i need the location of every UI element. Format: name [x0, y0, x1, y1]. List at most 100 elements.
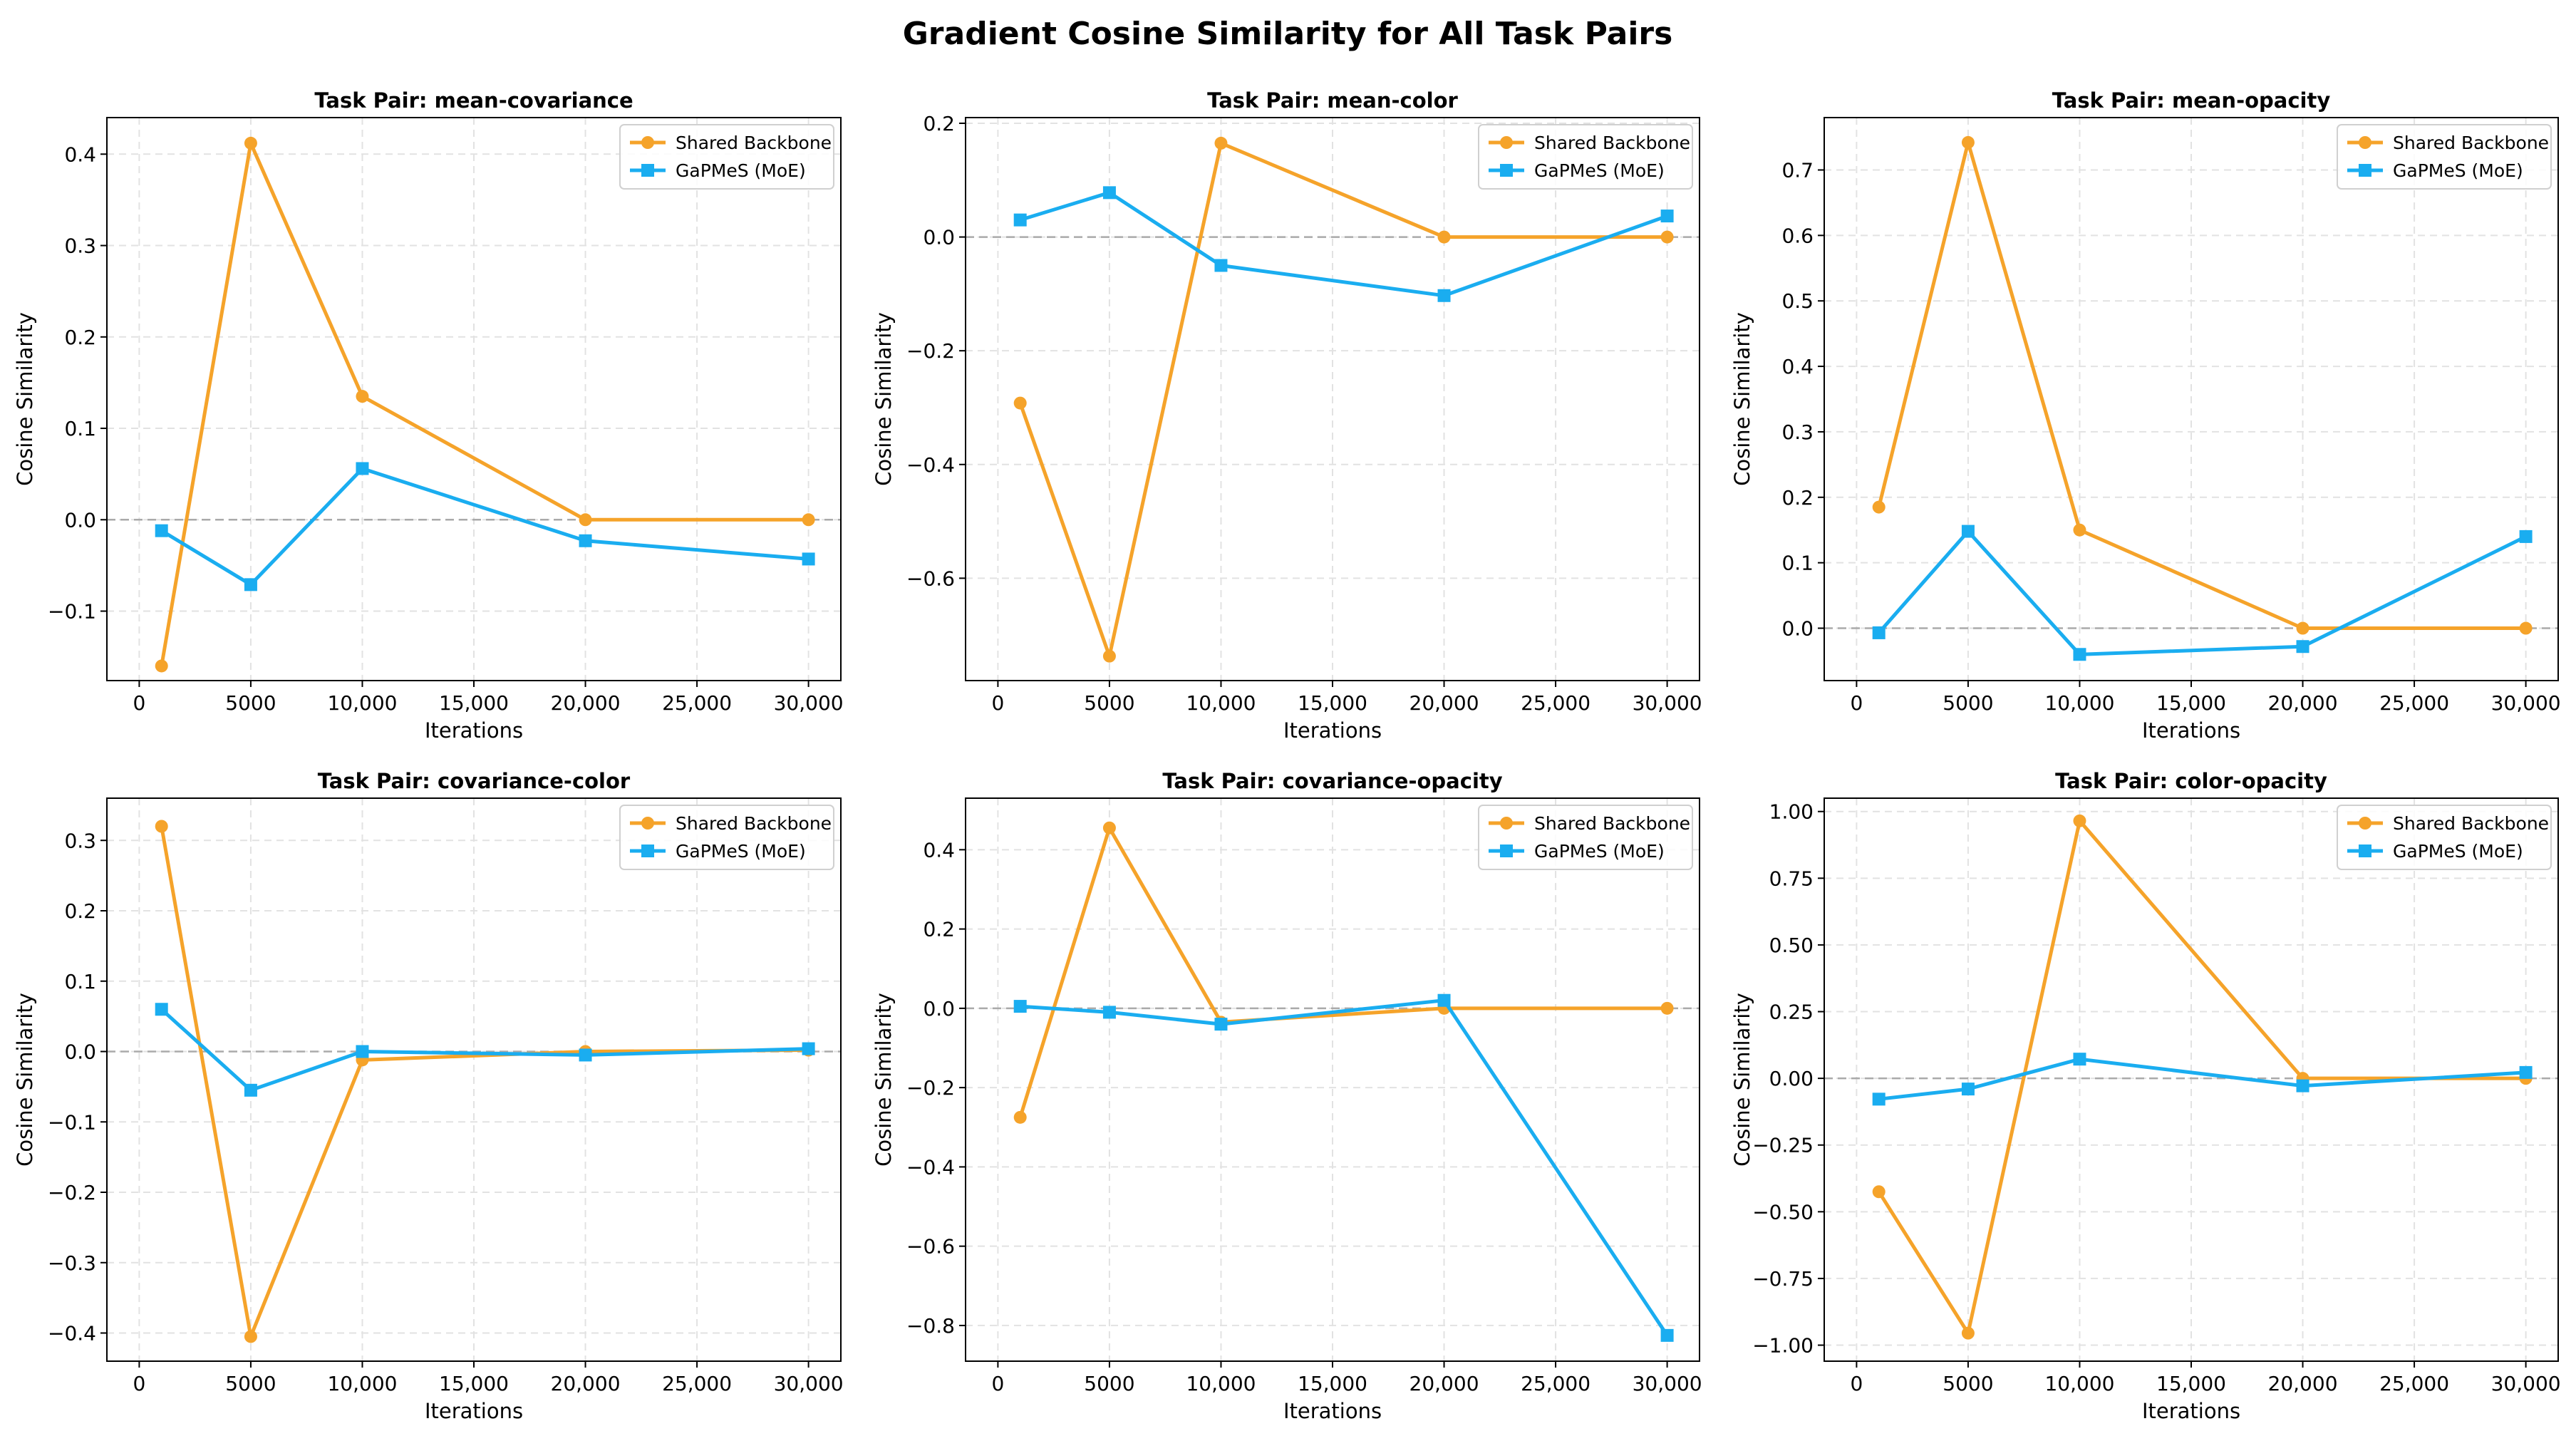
legend: Shared Backbone GaPMeS (MoE): [619, 124, 834, 190]
data-point: [1214, 136, 1228, 150]
subplot-title: Task Pair: covariance-opacity: [1162, 769, 1502, 793]
data-point: [1961, 1326, 1975, 1340]
data-point: [1214, 259, 1228, 272]
x-axis-label: Iterations: [1283, 1399, 1382, 1423]
data-point: [1013, 1000, 1027, 1013]
series-gapmes-moe: [1013, 186, 1674, 302]
legend-label: GaPMeS (MoE): [1534, 841, 1665, 862]
x-tick-label: 10,000: [2044, 1372, 2114, 1395]
data-point: [1437, 289, 1451, 302]
x-tick-label: 30,000: [774, 691, 844, 715]
legend: Shared Backbone GaPMeS (MoE): [1478, 805, 1693, 870]
y-tick-label: 0.0: [923, 226, 955, 249]
y-axis-label: Cosine Similarity: [1730, 993, 1754, 1167]
x-tick-label: 5000: [1084, 1372, 1134, 1395]
x-axis-label: Iterations: [1283, 718, 1382, 743]
plot-frame: [106, 117, 842, 681]
legend-shared: Shared Backbone: [2347, 133, 2549, 153]
data-point: [1872, 500, 1886, 514]
legend-moe: GaPMeS (MoE): [2347, 841, 2523, 862]
x-tick-label: 5000: [1943, 1372, 1993, 1395]
y-tick-label: −0.4: [48, 1322, 96, 1345]
legend-box: [1478, 805, 1693, 870]
y-tick-label: 0.0: [64, 1040, 96, 1064]
y-tick-label: 0.3: [1781, 420, 1814, 444]
data-point: [579, 534, 592, 547]
x-tick-label: 0: [991, 1372, 1004, 1395]
plot-frame: [1824, 797, 2559, 1362]
legend-marker: [2359, 817, 2371, 830]
y-tick-label: 0.2: [64, 899, 96, 923]
legend-box: [2337, 124, 2552, 190]
x-tick-label: 25,000: [1521, 691, 1590, 715]
data-point: [2519, 530, 2533, 543]
data-point: [1961, 135, 1975, 149]
legend-marker: [1500, 136, 1513, 149]
legend: Shared Backbone GaPMeS (MoE): [2337, 124, 2552, 190]
x-tick-label: 30,000: [2491, 691, 2561, 715]
y-tick-label: −0.6: [906, 567, 955, 590]
legend: Shared Backbone GaPMeS (MoE): [1478, 124, 1693, 190]
subplot-6: Task Pair: color-opacity 0 5000 10,000 15,00…: [1730, 769, 2561, 1423]
x-axis-label: Iterations: [2142, 1399, 2240, 1423]
data-point: [2296, 640, 2309, 654]
x-tick-label: 0: [133, 1372, 145, 1395]
legend-moe: GaPMeS (MoE): [1489, 841, 1665, 862]
x-tick-label: 10,000: [327, 1372, 397, 1395]
x-tick-label: 15,000: [439, 1372, 509, 1395]
y-tick-label: 0.75: [1769, 867, 1814, 890]
data-point: [1660, 1001, 1674, 1015]
y-tick-label: 0.3: [64, 829, 96, 852]
y-tick-label: 0.3: [64, 234, 96, 258]
x-tick-label: 10,000: [1186, 1372, 1256, 1395]
legend-shared: Shared Backbone: [1489, 133, 1690, 153]
x-tick-label: 15,000: [1298, 691, 1367, 715]
y-tick-label: 0.5: [1781, 289, 1814, 313]
x-axis-label: Iterations: [2142, 718, 2240, 743]
data-point: [1660, 1328, 1674, 1342]
x-tick-label: 20,000: [551, 1372, 621, 1395]
legend-label: Shared Backbone: [1534, 813, 1690, 834]
subplot-5: Task Pair: covariance-opacity 0 5000 10,000…: [871, 769, 1702, 1423]
legend-label: Shared Backbone: [1534, 133, 1690, 153]
data-point: [155, 524, 168, 537]
y-tick-label: −0.75: [1752, 1267, 1814, 1291]
x-tick-label: 0: [1850, 691, 1863, 715]
y-tick-label: −0.2: [906, 1076, 955, 1100]
series-line: [160, 1008, 809, 1093]
series-gapmes-moe: [155, 1003, 815, 1097]
data-point: [1013, 396, 1027, 410]
x-tick-label: 25,000: [1521, 1372, 1590, 1395]
legend-shared: Shared Backbone: [630, 813, 832, 834]
y-tick-label: 0.4: [923, 838, 955, 862]
series-line: [1020, 998, 1669, 1337]
y-tick-label: 0.0: [923, 997, 955, 1021]
y-tick-label: −0.3: [48, 1251, 96, 1275]
x-tick-label: 20,000: [2268, 1372, 2338, 1395]
x-tick-label: 10,000: [2044, 691, 2114, 715]
data-point: [1437, 993, 1451, 1007]
series-line: [1019, 190, 1668, 298]
subplot-2: Task Pair: mean-color 0 5000 10,000 15,000 20…: [871, 88, 1702, 743]
y-tick-label: −0.2: [48, 1181, 96, 1204]
x-tick-label: 15,000: [2156, 1372, 2226, 1395]
x-axis-label: Iterations: [425, 1399, 523, 1423]
x-tick-label: 15,000: [1298, 1372, 1367, 1395]
legend-shared: Shared Backbone: [630, 133, 832, 153]
data-point: [155, 659, 168, 673]
y-tick-label: −0.1: [48, 600, 96, 624]
legend-label: GaPMeS (MoE): [676, 160, 806, 181]
x-tick-label: 20,000: [1409, 691, 1479, 715]
y-tick-label: 0.2: [923, 112, 955, 135]
y-tick-label: −0.1: [48, 1110, 96, 1134]
y-tick-label: 0.00: [1769, 1067, 1814, 1090]
legend-marker: [641, 164, 654, 177]
legend-label: Shared Backbone: [676, 813, 832, 834]
data-point: [1102, 649, 1116, 663]
series-gapmes-moe: [1872, 525, 2533, 661]
series-shared-backbone: [155, 820, 815, 1343]
legend-moe: GaPMeS (MoE): [1489, 160, 1665, 181]
x-axis-label: Iterations: [425, 718, 523, 743]
y-tick-label: −0.4: [906, 1155, 955, 1179]
